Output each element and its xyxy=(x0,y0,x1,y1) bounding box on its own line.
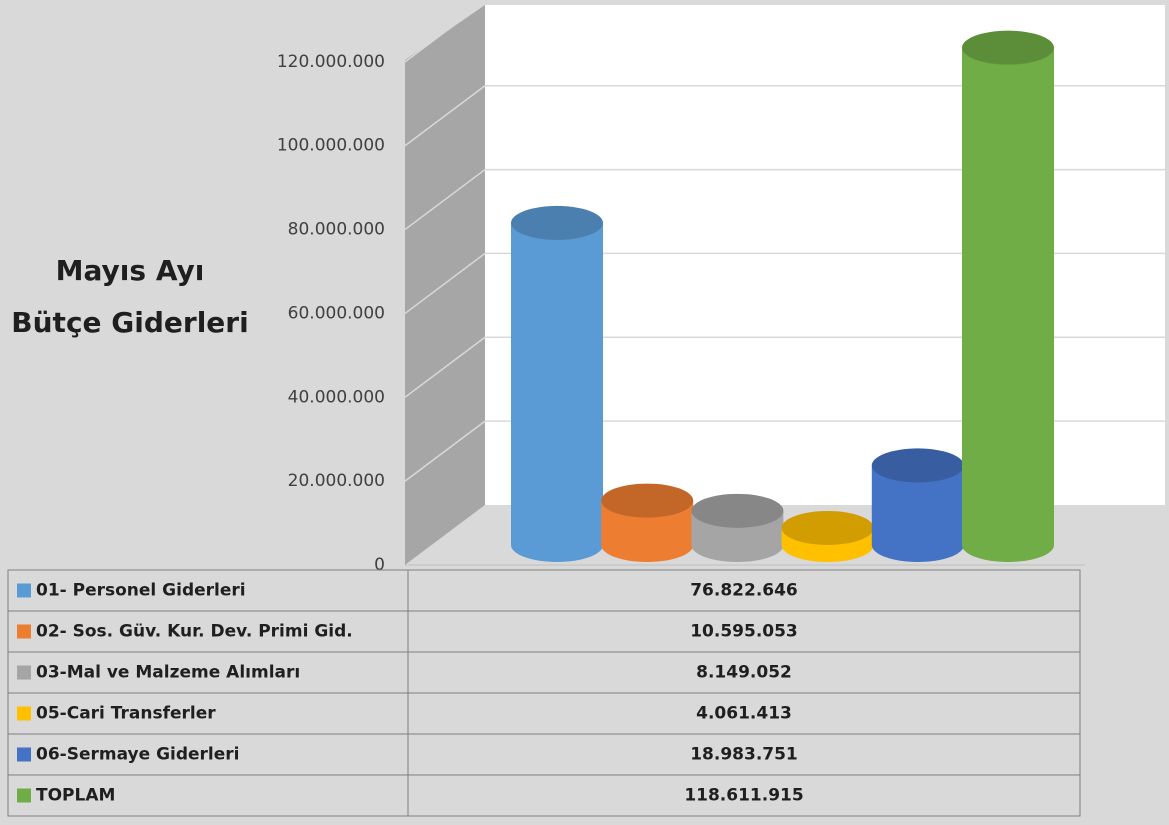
cylinder xyxy=(871,448,964,562)
value-label: 118.611.915 xyxy=(684,786,803,806)
category-label: 02- Sos. Güv. Kur. Dev. Primi Gid. xyxy=(36,622,353,642)
cylinder-body xyxy=(962,47,1054,562)
side-wall xyxy=(405,5,485,565)
cylinder-body xyxy=(601,500,694,562)
cylinder-top xyxy=(962,30,1054,65)
cylinder-top xyxy=(871,448,964,483)
legend-swatch xyxy=(17,747,31,762)
grid-line xyxy=(404,252,1165,315)
grid-line xyxy=(404,168,1165,231)
cylinder-top xyxy=(691,493,784,528)
grid-line xyxy=(404,336,1165,398)
value-label: 10.595.053 xyxy=(690,622,798,642)
legend-swatch xyxy=(17,788,31,803)
category-label: TOPLAM xyxy=(36,786,115,806)
value-label: 76.822.646 xyxy=(690,581,798,601)
y-tick-label: 40.000.000 xyxy=(288,387,385,407)
cylinder xyxy=(691,493,784,562)
cylinder-top xyxy=(781,510,874,545)
grid-line xyxy=(404,420,1165,482)
y-tick-label: 100.000.000 xyxy=(277,136,385,156)
legend-swatch xyxy=(17,665,31,680)
grid-line xyxy=(404,84,1165,147)
grid-line xyxy=(404,1,1165,63)
y-tick-label: 20.000.000 xyxy=(288,471,385,491)
category-label: 01- Personel Giderleri xyxy=(36,581,246,601)
legend-swatch xyxy=(17,624,31,639)
category-label: 06-Sermaye Giderleri xyxy=(36,745,240,765)
value-label: 4.061.413 xyxy=(696,704,792,724)
cylinder-top xyxy=(511,205,603,240)
y-tick-label: 0 xyxy=(374,555,385,575)
y-tick-label: 60.000.000 xyxy=(288,303,385,323)
cylinder-body xyxy=(511,222,603,562)
legend-swatch xyxy=(17,583,31,598)
value-label: 18.983.751 xyxy=(690,745,798,765)
y-tick-label: 80.000.000 xyxy=(288,220,385,240)
cylinder-body xyxy=(871,465,964,562)
cylinder xyxy=(781,510,874,562)
category-label: 05-Cari Transferler xyxy=(36,704,216,724)
table-cell xyxy=(407,774,1081,817)
chart-title: Mayıs Ayı Bütçe Giderleri xyxy=(11,254,249,339)
cylinder xyxy=(511,205,603,562)
category-label: 03-Mal ve Malzeme Alımları xyxy=(36,663,300,683)
value-label: 8.149.052 xyxy=(696,663,792,683)
y-tick-label: 120.000.000 xyxy=(277,52,385,72)
cylinder xyxy=(601,483,694,562)
legend-swatch xyxy=(17,706,31,721)
cylinder-top xyxy=(601,483,694,518)
cylinder xyxy=(962,30,1054,562)
